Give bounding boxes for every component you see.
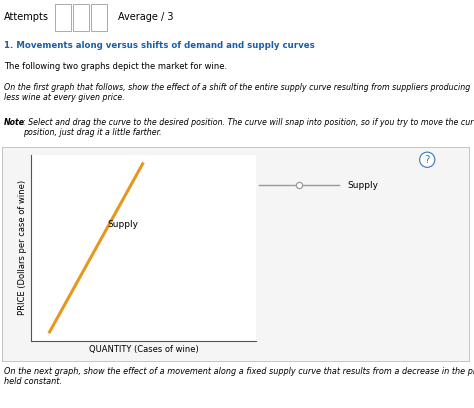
Text: Supply: Supply [107,220,138,229]
Bar [73,4,89,31]
Bar [55,4,71,31]
Text: On the first graph that follows, show the effect of a shift of the entire supply: On the first graph that follows, show th… [4,82,470,102]
Text: Average / 3: Average / 3 [118,12,173,22]
Text: 1. Movements along versus shifts of demand and supply curves: 1. Movements along versus shifts of dema… [4,41,315,50]
Text: Note: Note [4,118,25,126]
X-axis label: QUANTITY (Cases of wine): QUANTITY (Cases of wine) [89,345,198,354]
Y-axis label: PRICE (Dollars per case of wine): PRICE (Dollars per case of wine) [18,180,27,315]
Text: On the next graph, show the effect of a movement along a fixed supply curve that: On the next graph, show the effect of a … [4,367,474,386]
Bar [91,4,107,31]
Text: Attempts: Attempts [4,12,49,22]
Text: The following two graphs depict the market for wine.: The following two graphs depict the mark… [4,62,227,71]
Text: : Select and drag the curve to the desired position. The curve will snap into po: : Select and drag the curve to the desir… [23,118,474,137]
Text: ?: ? [425,155,430,165]
Text: Supply: Supply [348,181,379,190]
